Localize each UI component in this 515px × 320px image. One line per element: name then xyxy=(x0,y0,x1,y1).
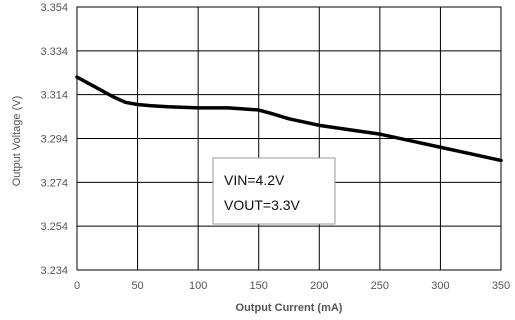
y-tick-label: 3.274 xyxy=(40,177,68,189)
y-tick-label: 3.254 xyxy=(40,221,68,233)
series-layer xyxy=(75,75,503,163)
y-tick-label: 3.354 xyxy=(40,2,68,14)
x-tick-label: 50 xyxy=(131,280,143,292)
x-tick-label: 350 xyxy=(492,280,510,292)
series-line-0 xyxy=(75,75,503,163)
x-tick-label: 250 xyxy=(371,280,389,292)
x-tick-label: 300 xyxy=(431,280,449,292)
annotation-box xyxy=(212,157,336,225)
y-tick-label: 3.234 xyxy=(40,265,68,277)
y-tick-label: 3.334 xyxy=(40,46,68,58)
grid xyxy=(76,6,502,271)
annotation-vin: VIN=4.2V xyxy=(224,172,285,188)
x-tick-label: 0 xyxy=(74,280,80,292)
x-tick-label: 150 xyxy=(250,280,268,292)
x-tick-label: 100 xyxy=(189,280,207,292)
x-axis-title: Output Current (mA) xyxy=(236,302,343,314)
y-tick-label: 3.314 xyxy=(40,90,68,102)
x-tick-label: 200 xyxy=(310,280,328,292)
plot-area-border xyxy=(76,6,502,271)
y-axis-title: Output Voltage (V) xyxy=(11,96,23,187)
tick-labels: 3.234 3.254 3.274 3.294 3.314 3.334 3.354 0 50 10… xyxy=(40,2,510,292)
y-tick-label: 3.294 xyxy=(40,134,68,146)
annotation-vout: VOUT=3.3V xyxy=(224,197,301,213)
